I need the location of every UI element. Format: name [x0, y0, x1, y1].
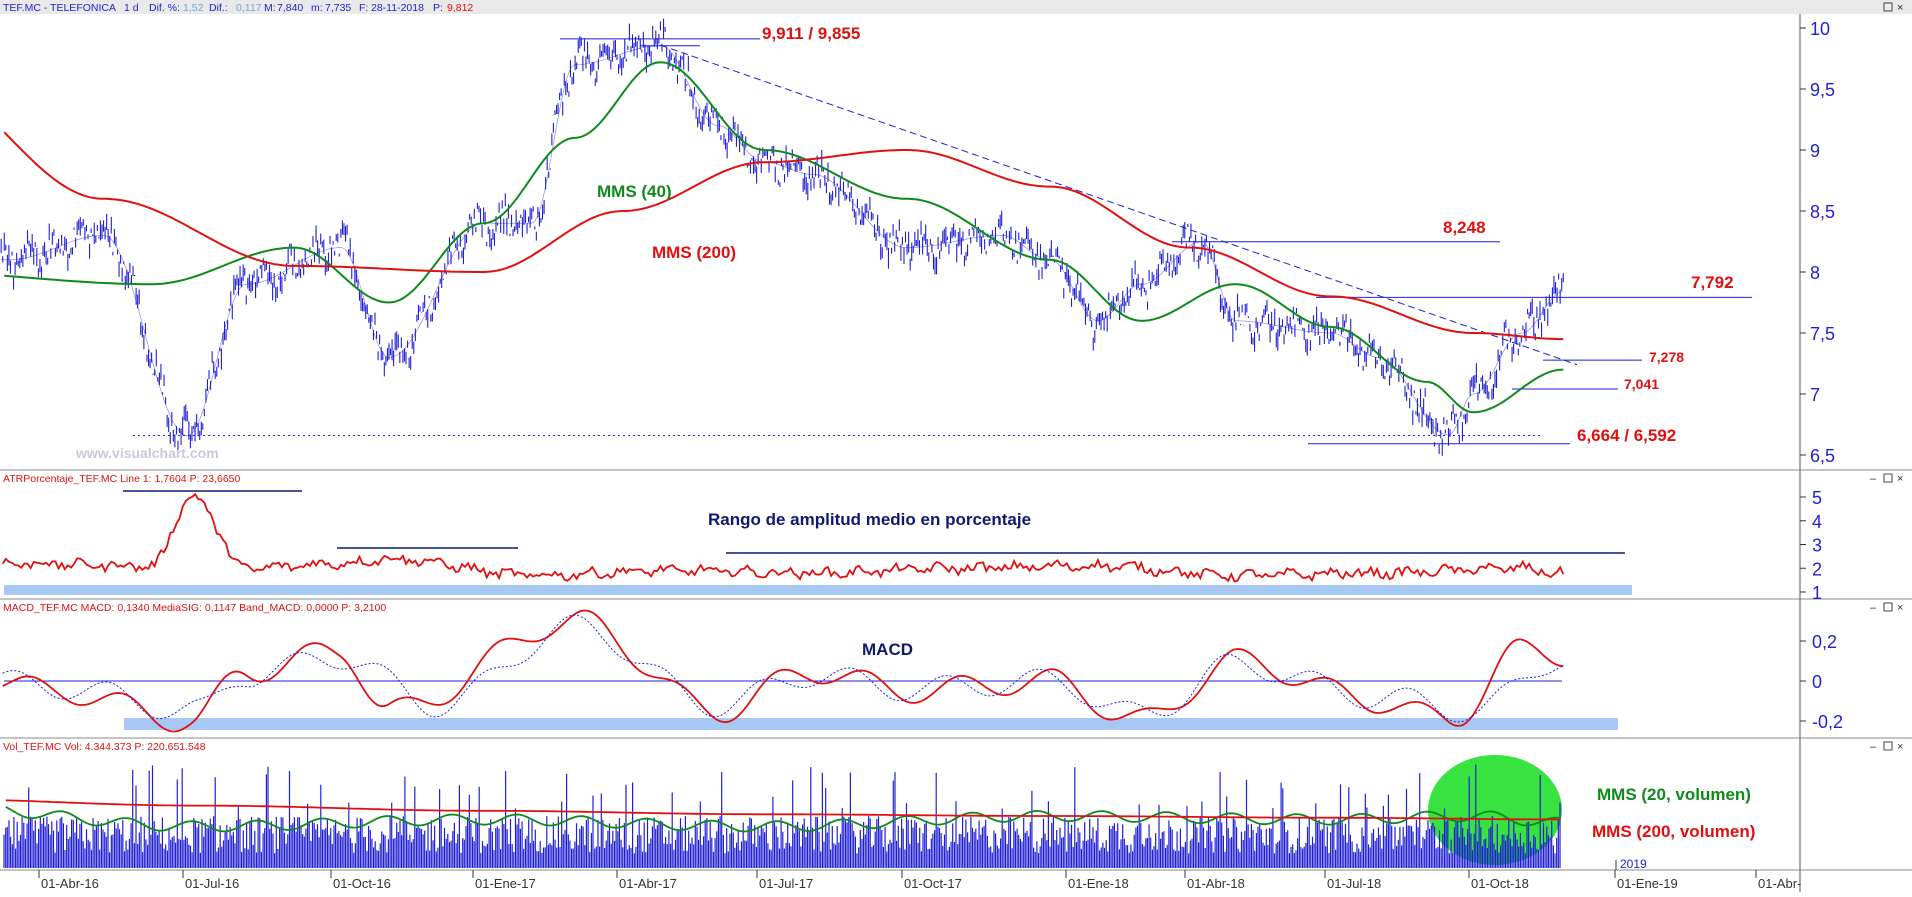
atr-legend: ATRPorcentaje_TEF.MC Line 1: 1,7604 P: 2… [3, 473, 241, 485]
macd-ytick-label: 0,2 [1812, 632, 1837, 652]
minimize-icon[interactable]: – [1870, 741, 1877, 753]
atr-ytick-label: 4 [1812, 512, 1822, 532]
volume-bars [3, 764, 1561, 868]
header-min: 7,735 [325, 2, 351, 14]
axes: 109,598,587,576,5543210,20-0,230.000.002… [38, 19, 1843, 891]
minimize-icon[interactable]: – [1870, 473, 1877, 485]
header-symbol: TEF.MC - TELEFONICA [3, 2, 116, 14]
price-ytick-label: 9 [1810, 141, 1820, 161]
time-tick-label: 01-Oct-17 [904, 876, 962, 891]
price-ytick-label: 9,5 [1810, 80, 1835, 100]
header-dif-pct-label: Dif. %: [149, 2, 180, 14]
time-tick-label: 01-Jul-17 [759, 876, 813, 891]
price-panel [0, 18, 1752, 456]
maximize-icon[interactable] [1883, 602, 1893, 612]
price-line [1, 45, 1564, 436]
maximize-icon[interactable] [1883, 741, 1893, 751]
header-max-label: M: [264, 2, 276, 14]
time-tick-label: 01-Jul-16 [185, 876, 239, 891]
header-bar [0, 0, 1912, 14]
level-label-7041: 7,041 [1624, 376, 1659, 392]
time-tick-label: 01-Abr-17 [619, 876, 677, 891]
close-icon[interactable]: × [1897, 2, 1903, 14]
price-bars [0, 18, 1564, 456]
atr-ytick-label: 3 [1812, 536, 1822, 556]
window-controls: × [1883, 2, 1903, 14]
macd-line [2, 609, 1564, 733]
header-p: 9,812 [447, 2, 473, 14]
time-tick-label: 01-Oct-16 [333, 876, 391, 891]
header-timeframe: 1 d [124, 2, 139, 14]
volume-legend: Vol_TEF.MC Vol: 4.344.373 P: 220.651.548 [3, 741, 206, 753]
time-tick-label: 01-Abr- [1758, 876, 1801, 891]
atr-ytick-label: 2 [1812, 559, 1822, 579]
close-icon[interactable]: × [1897, 602, 1903, 614]
price-ytick-label: 10 [1810, 19, 1830, 39]
watermark: www.visualchart.com [75, 445, 219, 461]
sma200-line [3, 131, 1564, 341]
atr-annotation: Rango de amplitud medio en porcentaje [708, 510, 1031, 529]
price-ytick-label: 8 [1810, 263, 1820, 283]
header-dif: 0,117 [236, 2, 262, 14]
sma200-label: MMS (200) [652, 243, 736, 262]
header-min-label: m: [311, 2, 323, 14]
sma40-label: MMS (40) [597, 182, 672, 201]
header-max: 7,840 [277, 2, 303, 14]
vol-sma200-line [5, 799, 1561, 821]
macd-legend: MACD_TEF.MC MACD: 0,1340 MediaSIG: 0,114… [3, 602, 386, 614]
volume-panel [3, 755, 1562, 868]
time-tick-label: 01-Abr-18 [1187, 876, 1245, 891]
level-label-7278: 7,278 [1649, 349, 1684, 365]
header-dif-pct: 1,52 [183, 2, 204, 14]
time-year-label: 2019 [1620, 857, 1647, 871]
header-date-label: F: [359, 2, 368, 14]
price-ytick-label: 8,5 [1810, 202, 1835, 222]
atr-line [1, 492, 1565, 583]
time-tick-label: 01-Ene-18 [1068, 876, 1129, 891]
time-tick-label: 01-Abr-16 [41, 876, 99, 891]
atr-panel [1, 490, 1632, 595]
header-dif-label: Dif.: [209, 2, 228, 14]
level-label-high: 9,911 / 9,855 [762, 24, 860, 43]
maximize-icon[interactable] [1883, 473, 1893, 483]
panel-controls: – × – × – × [1870, 473, 1903, 753]
price-ytick-label: 7,5 [1810, 324, 1835, 344]
header-p-label: P: [433, 2, 443, 14]
atr-ytick-label: 1 [1812, 583, 1822, 603]
minimize-icon[interactable]: – [1870, 602, 1877, 614]
price-ytick-label: 6,5 [1810, 446, 1835, 466]
macd-band [124, 718, 1618, 730]
level-label-8248: 8,248 [1443, 218, 1486, 237]
macd-panel [2, 609, 1618, 733]
time-tick-label: 01-Ene-19 [1617, 876, 1678, 891]
macd-annotation: MACD [862, 640, 913, 659]
vol-sma20-label: MMS (20, volumen) [1597, 785, 1751, 804]
vol-sma20-line [5, 806, 1561, 833]
trendline-dashed [660, 44, 1578, 366]
time-tick-label: 01-Oct-18 [1471, 876, 1529, 891]
header-date: 28-11-2018 [371, 2, 424, 14]
maximize-icon[interactable] [1883, 2, 1893, 12]
atr-band [4, 585, 1632, 595]
time-tick-label: 01-Ene-17 [475, 876, 536, 891]
macd-ytick-label: -0,2 [1812, 712, 1843, 732]
close-icon[interactable]: × [1897, 741, 1903, 753]
level-label-low: 6,664 / 6,592 [1577, 426, 1676, 445]
level-label-7792: 7,792 [1691, 273, 1734, 292]
close-icon[interactable]: × [1897, 473, 1903, 485]
price-ytick-label: 7 [1810, 385, 1820, 405]
time-tick-label: 01-Jul-18 [1327, 876, 1381, 891]
vol-sma200-label: MMS (200, volumen) [1592, 822, 1755, 841]
macd-signal-line [2, 614, 1564, 723]
sma40-line [4, 61, 1564, 414]
macd-ytick-label: 0 [1812, 672, 1822, 692]
atr-ytick-label: 5 [1812, 488, 1822, 508]
